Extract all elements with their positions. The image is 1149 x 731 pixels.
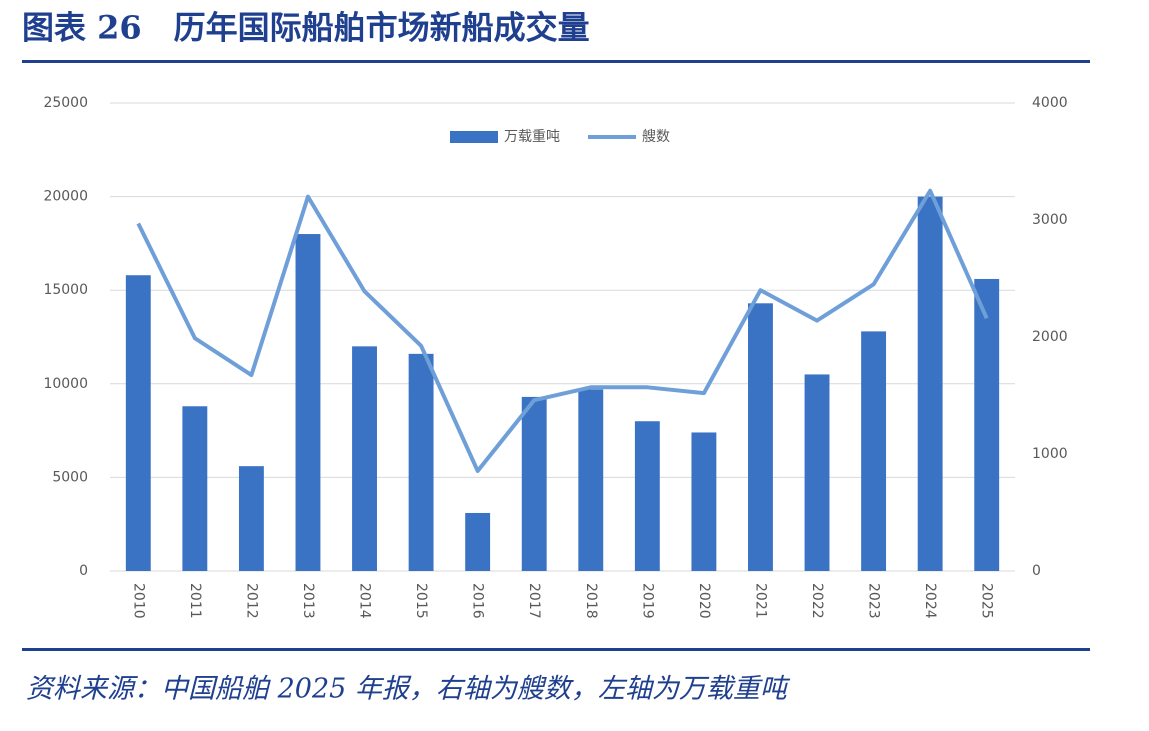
legend-swatch — [450, 131, 498, 143]
footer-rule — [22, 648, 1090, 651]
y2-tick-label: 1000 — [1032, 446, 1068, 462]
bar — [408, 353, 434, 571]
x-tick-label: 2016 — [470, 583, 486, 619]
chart-title: 图表 26 历年国际船舶市场新船成交量 — [22, 9, 590, 47]
y-tick-label: 15000 — [43, 282, 88, 298]
legend-label: 万载重吨 — [504, 129, 560, 145]
bar — [578, 389, 604, 571]
x-tick-label: 2013 — [300, 583, 316, 619]
bar — [182, 406, 208, 571]
legend-label: 艘数 — [642, 129, 670, 145]
bar — [352, 346, 377, 571]
source-note: 资料来源：中国船舶 2025 年报，右轴为艘数，左轴为万载重吨 — [26, 674, 791, 705]
y-tick-label: 0 — [79, 563, 88, 579]
y2-tick-label: 0 — [1032, 563, 1041, 579]
bar — [125, 275, 151, 571]
x-tick-label: 2020 — [696, 583, 712, 619]
y-tick-label: 25000 — [43, 95, 88, 111]
bar — [861, 331, 887, 571]
x-tick-label: 2010 — [130, 583, 146, 619]
bar — [634, 421, 660, 571]
y-tick-label: 5000 — [52, 469, 88, 485]
bar — [238, 466, 264, 571]
x-tick-label: 2015 — [413, 583, 429, 619]
bar — [748, 303, 773, 571]
x-tick-label: 2021 — [752, 583, 768, 619]
y2-tick-label: 2000 — [1032, 329, 1068, 345]
bar — [917, 196, 943, 571]
y-tick-label: 20000 — [43, 189, 88, 205]
x-tick-label: 2019 — [639, 583, 655, 619]
x-tick-label: 2017 — [526, 583, 542, 619]
x-tick-label: 2018 — [583, 583, 599, 619]
x-tick-label: 2012 — [243, 583, 259, 619]
y2-tick-label: 3000 — [1032, 212, 1068, 228]
bar — [521, 396, 547, 571]
y2-tick-label: 4000 — [1032, 95, 1068, 111]
bar — [295, 234, 321, 572]
x-tick-label: 2022 — [809, 583, 825, 619]
x-tick-label: 2023 — [866, 583, 882, 619]
bar — [691, 432, 717, 571]
bar — [465, 512, 491, 571]
y-tick-label: 10000 — [43, 376, 88, 392]
x-tick-label: 2011 — [187, 583, 203, 619]
x-tick-label: 2025 — [979, 583, 995, 619]
x-tick-label: 2014 — [357, 583, 373, 619]
bar — [804, 374, 830, 571]
x-tick-label: 2024 — [922, 583, 938, 619]
line — [136, 188, 989, 473]
title-rule — [22, 60, 1090, 63]
bar — [974, 278, 1000, 571]
